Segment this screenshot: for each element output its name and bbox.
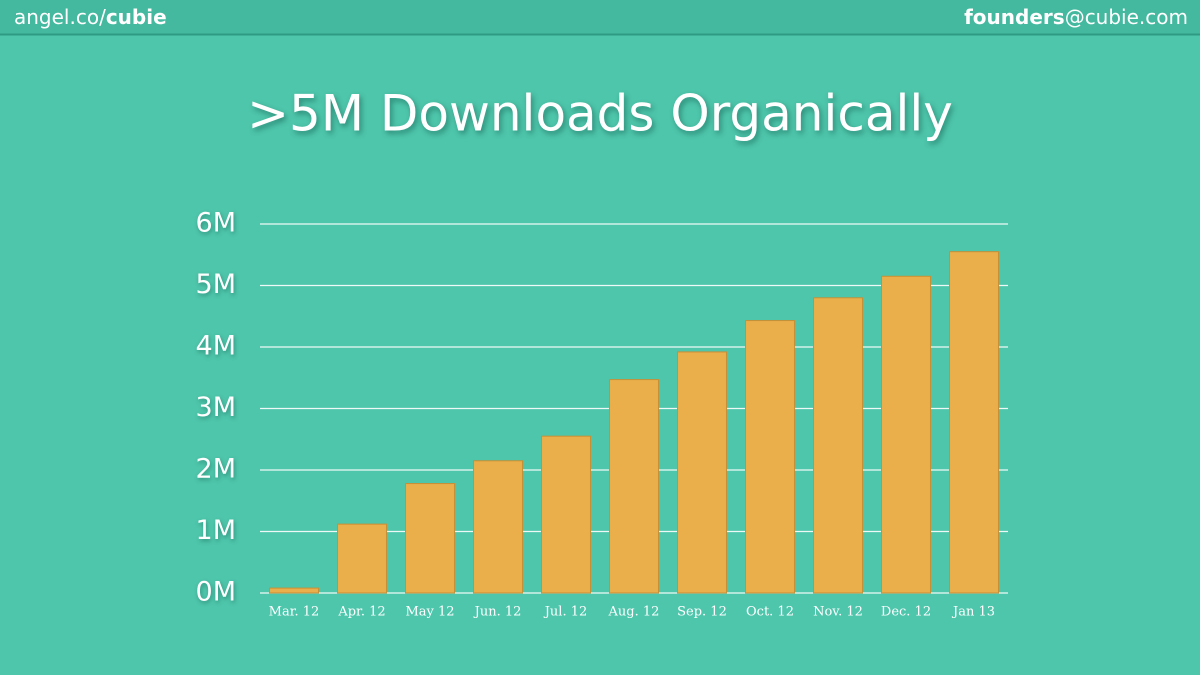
header-right-suffix: @cubie.com bbox=[1065, 5, 1188, 29]
y-tick-label: 1M bbox=[196, 515, 236, 546]
x-tick-label: Oct. 12 bbox=[746, 605, 794, 620]
y-tick-label: 2M bbox=[196, 454, 236, 485]
header-left: angel.co/cubie bbox=[14, 5, 167, 29]
bar bbox=[405, 483, 455, 594]
x-tick-label: Sep. 12 bbox=[677, 605, 727, 620]
x-tick-label: Aug. 12 bbox=[608, 605, 660, 620]
x-tick-label: Dec. 12 bbox=[881, 605, 931, 620]
bar bbox=[337, 523, 387, 594]
x-tick-label: Jul. 12 bbox=[543, 605, 588, 620]
header-right: founders@cubie.com bbox=[964, 5, 1188, 29]
bar bbox=[745, 320, 795, 594]
x-tick-label: Jun. 12 bbox=[473, 605, 522, 620]
x-tick-label: Mar. 12 bbox=[269, 605, 320, 620]
bar bbox=[269, 587, 319, 594]
y-tick-label: 4M bbox=[196, 331, 236, 362]
x-tick-label: May 12 bbox=[405, 605, 454, 620]
bar bbox=[813, 297, 863, 594]
x-tick-label: Jan 13 bbox=[951, 605, 995, 620]
bar bbox=[881, 275, 931, 594]
header-bar bbox=[0, 0, 1200, 34]
header-right-bold: founders bbox=[964, 5, 1065, 29]
y-tick-label: 3M bbox=[196, 392, 236, 423]
y-tick-label: 5M bbox=[196, 269, 236, 300]
bar bbox=[609, 379, 659, 594]
y-tick-label: 6M bbox=[196, 208, 236, 239]
x-tick-label: Apr. 12 bbox=[337, 605, 385, 620]
chart-title: >5M Downloads Organically bbox=[247, 85, 953, 143]
bar bbox=[473, 460, 523, 594]
y-tick-label: 0M bbox=[196, 577, 236, 608]
bar bbox=[949, 251, 999, 594]
bar bbox=[541, 435, 591, 594]
bar bbox=[677, 351, 727, 594]
header-left-prefix: angel.co/ bbox=[14, 5, 106, 29]
x-tick-label: Nov. 12 bbox=[813, 605, 863, 620]
header-left-bold: cubie bbox=[106, 5, 167, 29]
